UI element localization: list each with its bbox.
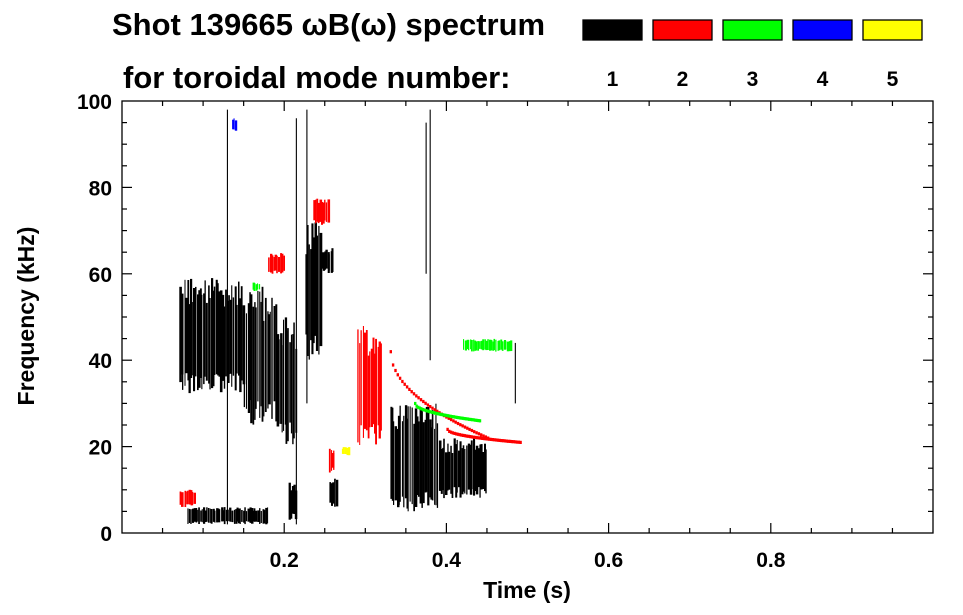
mode-3-region <box>463 338 513 352</box>
y-tick-label: 40 <box>89 350 112 373</box>
mode-1-region <box>179 278 246 394</box>
mode-4-region <box>232 118 238 131</box>
y-tick-label: 0 <box>100 523 112 546</box>
y-tick-label: 60 <box>89 264 112 287</box>
legend-swatch-mode-5 <box>862 19 923 41</box>
x-tick-label: 0.4 <box>432 549 462 572</box>
mode-1-region <box>243 286 278 425</box>
mode-1-region <box>390 403 439 512</box>
legend-label-mode-3: 3 <box>747 68 759 91</box>
mode-2-region <box>179 489 196 507</box>
mode-1-region <box>187 507 269 525</box>
x-axis-ticks: 0.2 0.4 0.6 0.8 <box>161 101 894 572</box>
legend-label-mode-5: 5 <box>887 68 899 91</box>
y-tick-label: 20 <box>89 437 112 460</box>
mode-legend: 1 2 3 4 5 <box>582 19 923 91</box>
mode-1-region <box>305 222 323 360</box>
chart-title-line2: for toroidal mode number: <box>123 60 511 95</box>
x-axis-label: Time (s) <box>483 577 571 603</box>
legend-swatch-mode-2 <box>652 19 713 41</box>
legend-label-mode-4: 4 <box>817 68 829 91</box>
mode-5-region <box>341 447 351 456</box>
y-axis-ticks: 0 20 40 60 80 100 <box>77 91 933 546</box>
x-tick-label: 0.8 <box>756 549 786 572</box>
legend-label-mode-2: 2 <box>677 68 689 91</box>
legend-label-mode-1: 1 <box>607 68 619 91</box>
spectrogram-data <box>179 109 522 525</box>
x-tick-label: 0.6 <box>594 549 623 572</box>
mode-2-chirp <box>389 350 490 440</box>
mode-2-region <box>268 253 285 274</box>
mode-3-region <box>252 282 261 291</box>
legend-swatch-mode-1 <box>582 19 643 41</box>
y-axis-label: Frequency (kHz) <box>13 227 39 406</box>
legend-swatch-mode-3 <box>722 19 783 41</box>
legend-swatch-mode-4 <box>792 19 853 41</box>
mode-1-region <box>329 478 339 507</box>
chart-title-line1: Shot 139665 ωB(ω) spectrum <box>112 7 545 42</box>
mode-1-region <box>320 248 334 273</box>
mode-3-chirp <box>414 401 482 423</box>
x-tick-label: 0.2 <box>270 549 299 572</box>
mode-2-region <box>357 326 382 445</box>
mode-2-region <box>328 448 335 473</box>
y-tick-label: 100 <box>77 91 112 114</box>
mode-2-region <box>313 198 331 225</box>
mode-1-region <box>276 317 298 445</box>
broadband-streaks <box>226 109 516 525</box>
mode-2-chirp <box>446 427 522 444</box>
mode-1-region <box>438 438 487 499</box>
y-tick-label: 80 <box>89 177 112 200</box>
